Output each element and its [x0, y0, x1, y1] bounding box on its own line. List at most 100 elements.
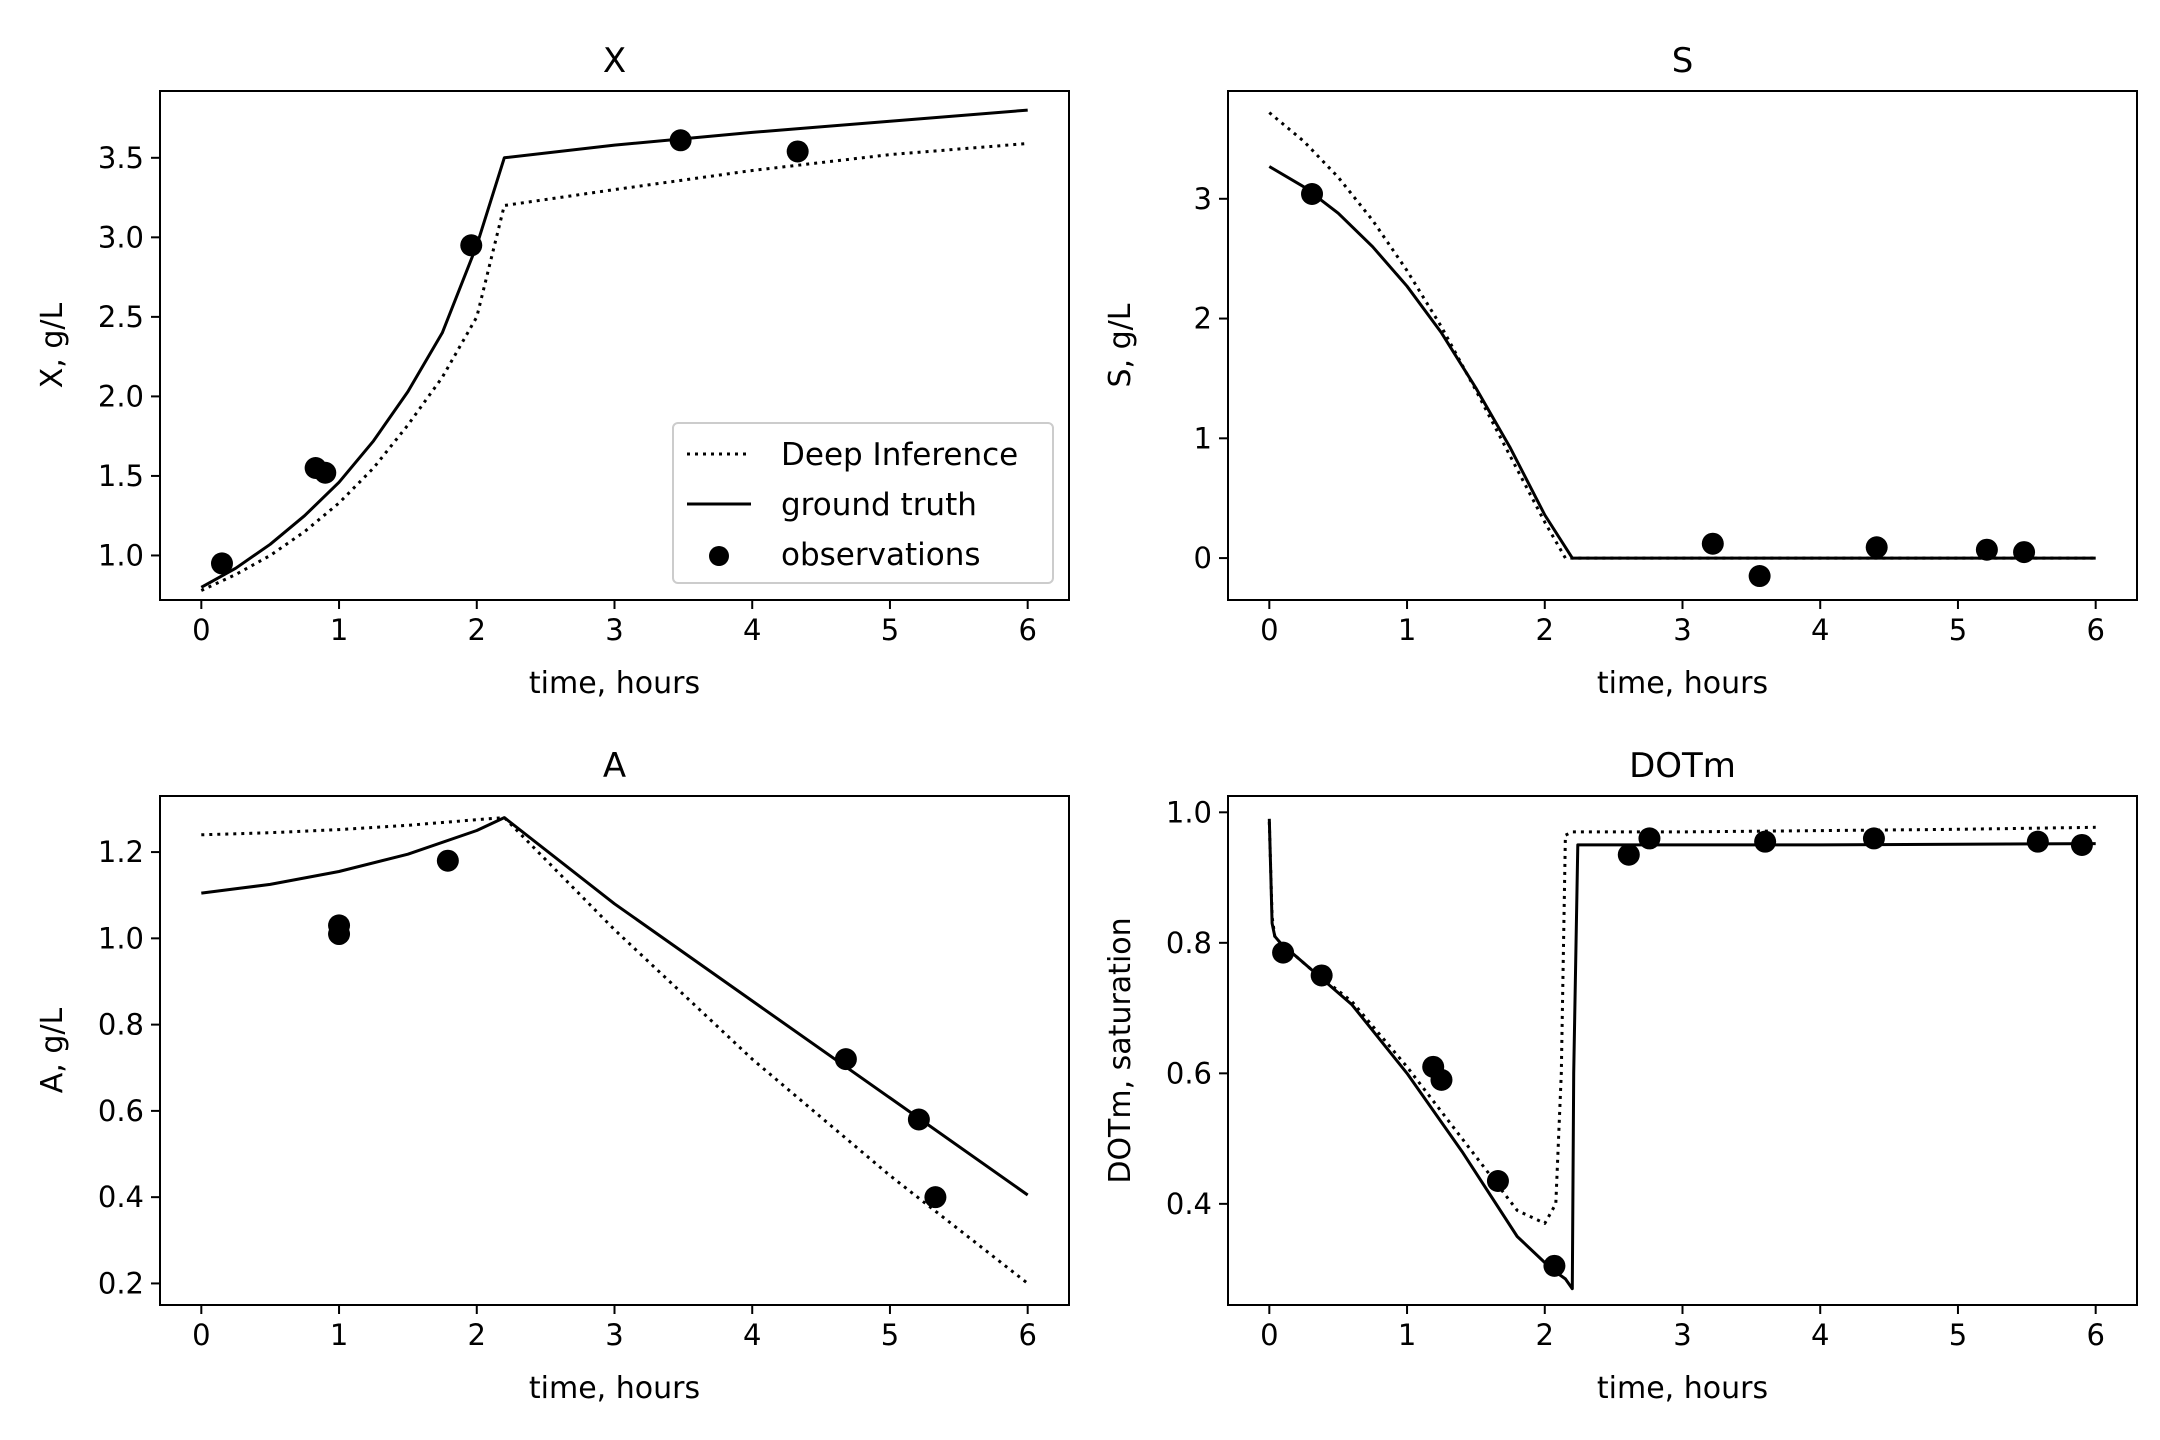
y-axis-label: DOTm, saturation: [1103, 917, 1138, 1183]
chart-title: S: [1672, 41, 1694, 81]
x-tick-label: 6: [1018, 1318, 1036, 1352]
x-tick-label: 4: [1811, 613, 1829, 647]
x-tick-label: 0: [1260, 1318, 1278, 1352]
x-tick-label: 1: [330, 1318, 348, 1352]
ground-truth-line: [1267, 818, 2096, 1291]
y-tick-label: 0.6: [1166, 1056, 1212, 1090]
legend-label: ground truth: [781, 487, 977, 523]
x-tick-label: 4: [1811, 1318, 1829, 1352]
observation-point: [1754, 830, 1777, 853]
observation-point: [1701, 532, 1724, 555]
x-tick-label: 2: [1536, 1318, 1554, 1352]
x-tick-label: 2: [468, 1318, 486, 1352]
y-tick-label: 1.2: [98, 835, 144, 869]
legend-label: Deep Inference: [781, 437, 1018, 473]
y-axis-label: A, g/L: [35, 1007, 70, 1093]
x-tick-label: 0: [1260, 613, 1278, 647]
observation-point: [1301, 182, 1324, 205]
legend-marker: [709, 546, 729, 566]
legend-label: observations: [781, 537, 981, 573]
y-tick-label: 0.6: [98, 1094, 144, 1128]
y-tick-label: 1.5: [98, 459, 144, 493]
observation-point: [1975, 538, 1998, 561]
axes-frame: [159, 90, 1070, 601]
y-tick-label: 0.4: [98, 1180, 144, 1214]
x-tick-label: 0: [192, 1318, 210, 1352]
y-tick-label: 1.0: [98, 538, 144, 572]
observation-point: [786, 140, 809, 163]
observation-point: [1486, 1170, 1509, 1193]
observation-point: [328, 923, 351, 946]
x-axis-label: time, hours: [1597, 666, 1768, 701]
deep-inference-line: [1268, 111, 2096, 560]
y-tick-label: 1: [1194, 421, 1212, 455]
x-tick-label: 2: [468, 613, 486, 647]
y-tick-label: 0.4: [1166, 1187, 1212, 1221]
x-tick-label: 3: [1673, 1318, 1691, 1352]
x-tick-label: 6: [1018, 613, 1036, 647]
x-tick-label: 3: [605, 613, 623, 647]
x-tick-label: 1: [1398, 613, 1416, 647]
x-tick-label: 5: [881, 613, 899, 647]
x-tick-label: 2: [1536, 613, 1554, 647]
y-tick-label: 0: [1194, 541, 1212, 575]
deep-inference-line: [201, 816, 1029, 1285]
x-tick-label: 4: [743, 1318, 761, 1352]
chart-title: X: [603, 41, 626, 81]
y-tick-label: 3: [1194, 182, 1212, 216]
y-tick-label: 3.0: [98, 220, 144, 254]
x-tick-label: 4: [743, 613, 761, 647]
y-tick-label: 2: [1194, 302, 1212, 336]
observation-point: [1748, 565, 1771, 588]
axes-frame: [1227, 90, 2138, 601]
y-axis-label: X, g/L: [35, 302, 70, 388]
x-axis-label: time, hours: [1597, 1371, 1768, 1406]
y-axis-label: S, g/L: [1103, 303, 1138, 387]
plot-area: [1268, 111, 2096, 588]
x-axis-label: time, hours: [529, 666, 700, 701]
observation-point: [2070, 833, 2093, 856]
y-tick-label: 0.8: [1166, 926, 1212, 960]
observation-point: [1272, 941, 1295, 964]
y-tick-label: 1.0: [1166, 795, 1212, 829]
x-tick-label: 6: [2086, 1318, 2104, 1352]
x-tick-label: 5: [881, 1318, 899, 1352]
x-tick-label: 6: [2086, 613, 2104, 647]
deep-inference-line: [1267, 822, 2096, 1225]
observation-point: [1865, 536, 1888, 559]
legend: Deep Inference ground truth observations: [672, 422, 1054, 584]
x-tick-label: 5: [1949, 1318, 1967, 1352]
ground-truth-line: [200, 108, 1028, 589]
panel-3: DOTm time, hours DOTm, saturation 0 1 2 3 4 5 6 0.…: [1103, 746, 2138, 1406]
deep-inference-line: [200, 142, 1028, 592]
x-tick-label: 5: [1949, 613, 1967, 647]
y-tick-label: 2.0: [98, 379, 144, 413]
chart-title: DOTm: [1629, 746, 1736, 786]
x-tick-label: 3: [605, 1318, 623, 1352]
observation-point: [1638, 827, 1661, 850]
axes-frame: [1227, 795, 2138, 1306]
plot-area: [201, 816, 1029, 1285]
plot-area: [1267, 818, 2096, 1291]
observation-point: [1617, 843, 1640, 866]
ground-truth-line: [201, 816, 1029, 1197]
observation-point: [2026, 830, 2049, 853]
observation-point: [924, 1186, 947, 1209]
observation-point: [436, 849, 459, 872]
ground-truth-line: [1268, 165, 2096, 560]
y-tick-label: 0.8: [98, 1008, 144, 1042]
plot-area: [200, 108, 1028, 592]
observation-point: [314, 461, 337, 484]
x-tick-label: 3: [1673, 613, 1691, 647]
y-tick-label: 0.2: [98, 1266, 144, 1300]
observation-point: [460, 234, 483, 257]
y-tick-label: 1.0: [98, 921, 144, 955]
observation-point: [834, 1048, 857, 1071]
x-tick-label: 1: [330, 613, 348, 647]
axes-frame: [159, 795, 1070, 1306]
observation-point: [1430, 1068, 1453, 1091]
